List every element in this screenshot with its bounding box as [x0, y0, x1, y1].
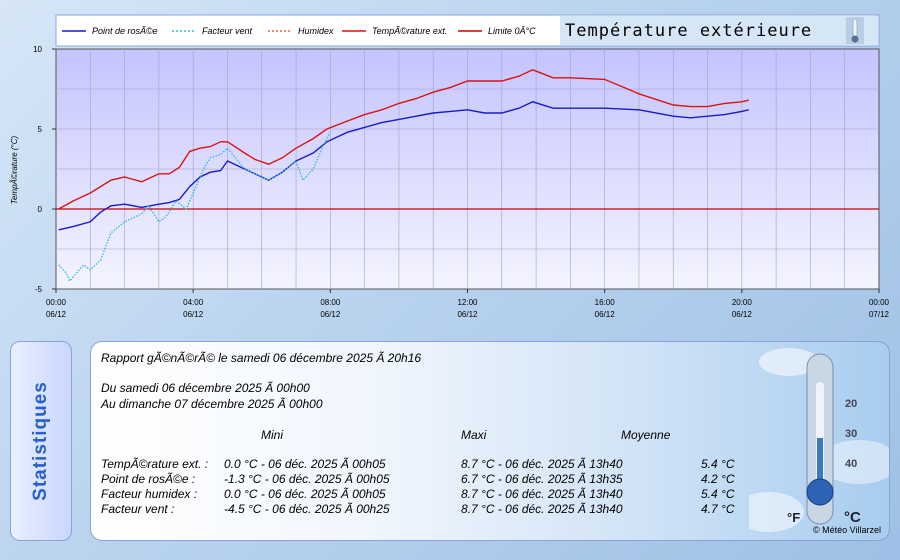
x-axis: 00:00 06/12 04:00 06/12 08:00 06/12 12:00 06/12…: [46, 289, 890, 319]
temperature-chart: 10 5 0 -5 00:00 06/12 04:00 06/12 08:00 06/12 12:…: [10, 14, 890, 319]
row-avg: 5.4 °C: [701, 457, 735, 471]
row-avg: 5.4 °C: [701, 487, 735, 501]
y-tick-label: 0: [38, 205, 43, 214]
x-tick-date: 06/12: [595, 310, 616, 319]
title-box: [560, 16, 878, 45]
row-mini: -4.5 °C - 06 déc. 2025 Ã 00h25: [224, 502, 390, 516]
y-tick-label: 5: [38, 125, 43, 134]
credit: © Météo Villarzel: [813, 525, 881, 535]
series-layer: [56, 69, 879, 283]
statistics-tab[interactable]: Statistiques: [10, 341, 72, 541]
thermo-scale-40: 40: [845, 458, 857, 470]
row-avg: 4.2 °C: [701, 472, 735, 486]
thermo-c-label: °C: [844, 509, 861, 526]
x-tick-time: 16:00: [595, 298, 616, 307]
legend-windchill: Facteur vent: [202, 26, 253, 36]
row-label: TempÃ©rature ext. :: [101, 457, 209, 471]
x-tick-time: 00:00: [869, 298, 890, 307]
x-tick-date: 06/12: [183, 310, 204, 319]
row-maxi: 8.7 °C - 06 déc. 2025 Ã 13h40: [461, 487, 623, 501]
y-axis: 10 5 0 -5: [33, 45, 56, 294]
row-avg: 4.7 °C: [701, 502, 735, 516]
header-mini: Mini: [261, 428, 284, 442]
x-tick-date: 06/12: [732, 310, 753, 319]
row-label: Facteur vent :: [101, 502, 175, 516]
dewpoint-line: [58, 101, 749, 231]
temperature-line: [58, 69, 749, 210]
thermo-f-label: °F: [787, 510, 800, 525]
period-from: Du samedi 06 décembre 2025 Ã 00h00: [101, 381, 310, 395]
x-tick-date: 06/12: [457, 310, 478, 319]
period-to: Au dimanche 07 décembre 2025 Ã 00h00: [101, 397, 323, 411]
x-tick-date: 06/12: [46, 310, 67, 319]
thermo-scale-30: 30: [845, 428, 857, 440]
row-mini: 0.0 °C - 06 déc. 2025 Ã 00h05: [224, 457, 386, 471]
report-line: Rapport gÃ©nÃ©rÃ© le samedi 06 décembre …: [101, 351, 422, 365]
row-mini: -1.3 °C - 06 déc. 2025 Ã 00h05: [224, 472, 390, 486]
row-maxi: 8.7 °C - 06 déc. 2025 Ã 13h40: [461, 502, 623, 516]
legend-limit: Limite 0Â°C: [488, 26, 536, 36]
y-tick-label: -5: [35, 285, 43, 294]
thermometer-icon: [846, 17, 864, 44]
legend-humidex: Humidex: [298, 26, 334, 36]
x-tick-time: 00:00: [46, 298, 67, 307]
chart-title: Température extérieure: [565, 21, 812, 41]
legend-dewpoint: Point de rosÃ©e: [92, 26, 158, 36]
y-axis-label: TempÃ©rature (°C): [10, 135, 19, 204]
x-tick-time: 08:00: [320, 298, 341, 307]
x-tick-time: 12:00: [457, 298, 478, 307]
x-tick-time: 04:00: [183, 298, 204, 307]
row-mini: 0.0 °C - 06 déc. 2025 Ã 00h05: [224, 487, 386, 501]
x-tick-date: 06/12: [320, 310, 341, 319]
row-label: Point de rosÃ©e :: [101, 472, 196, 486]
row-maxi: 6.7 °C - 06 déc. 2025 Ã 13h35: [461, 472, 623, 486]
row-label: Facteur humidex :: [101, 487, 198, 501]
grid: [56, 49, 879, 289]
legend-temperature: TempÃ©rature ext.: [372, 26, 447, 36]
row-maxi: 8.7 °C - 06 déc. 2025 Ã 13h40: [461, 457, 623, 471]
thermo-scale-20: 20: [845, 398, 857, 410]
header-moyenne: Moyenne: [621, 428, 671, 442]
statistics-tab-label: Statistiques: [30, 381, 51, 501]
x-tick-time: 20:00: [732, 298, 753, 307]
thermometer-illustration: 40 30 20 °C °F: [749, 348, 889, 532]
statistics-panel: 40 30 20 °C °F Rapport gÃ©nÃ©rÃ© le same…: [90, 341, 890, 541]
header-maxi: Maxi: [461, 428, 487, 442]
x-tick-date: 07/12: [869, 310, 890, 319]
y-tick-label: 10: [33, 45, 42, 54]
